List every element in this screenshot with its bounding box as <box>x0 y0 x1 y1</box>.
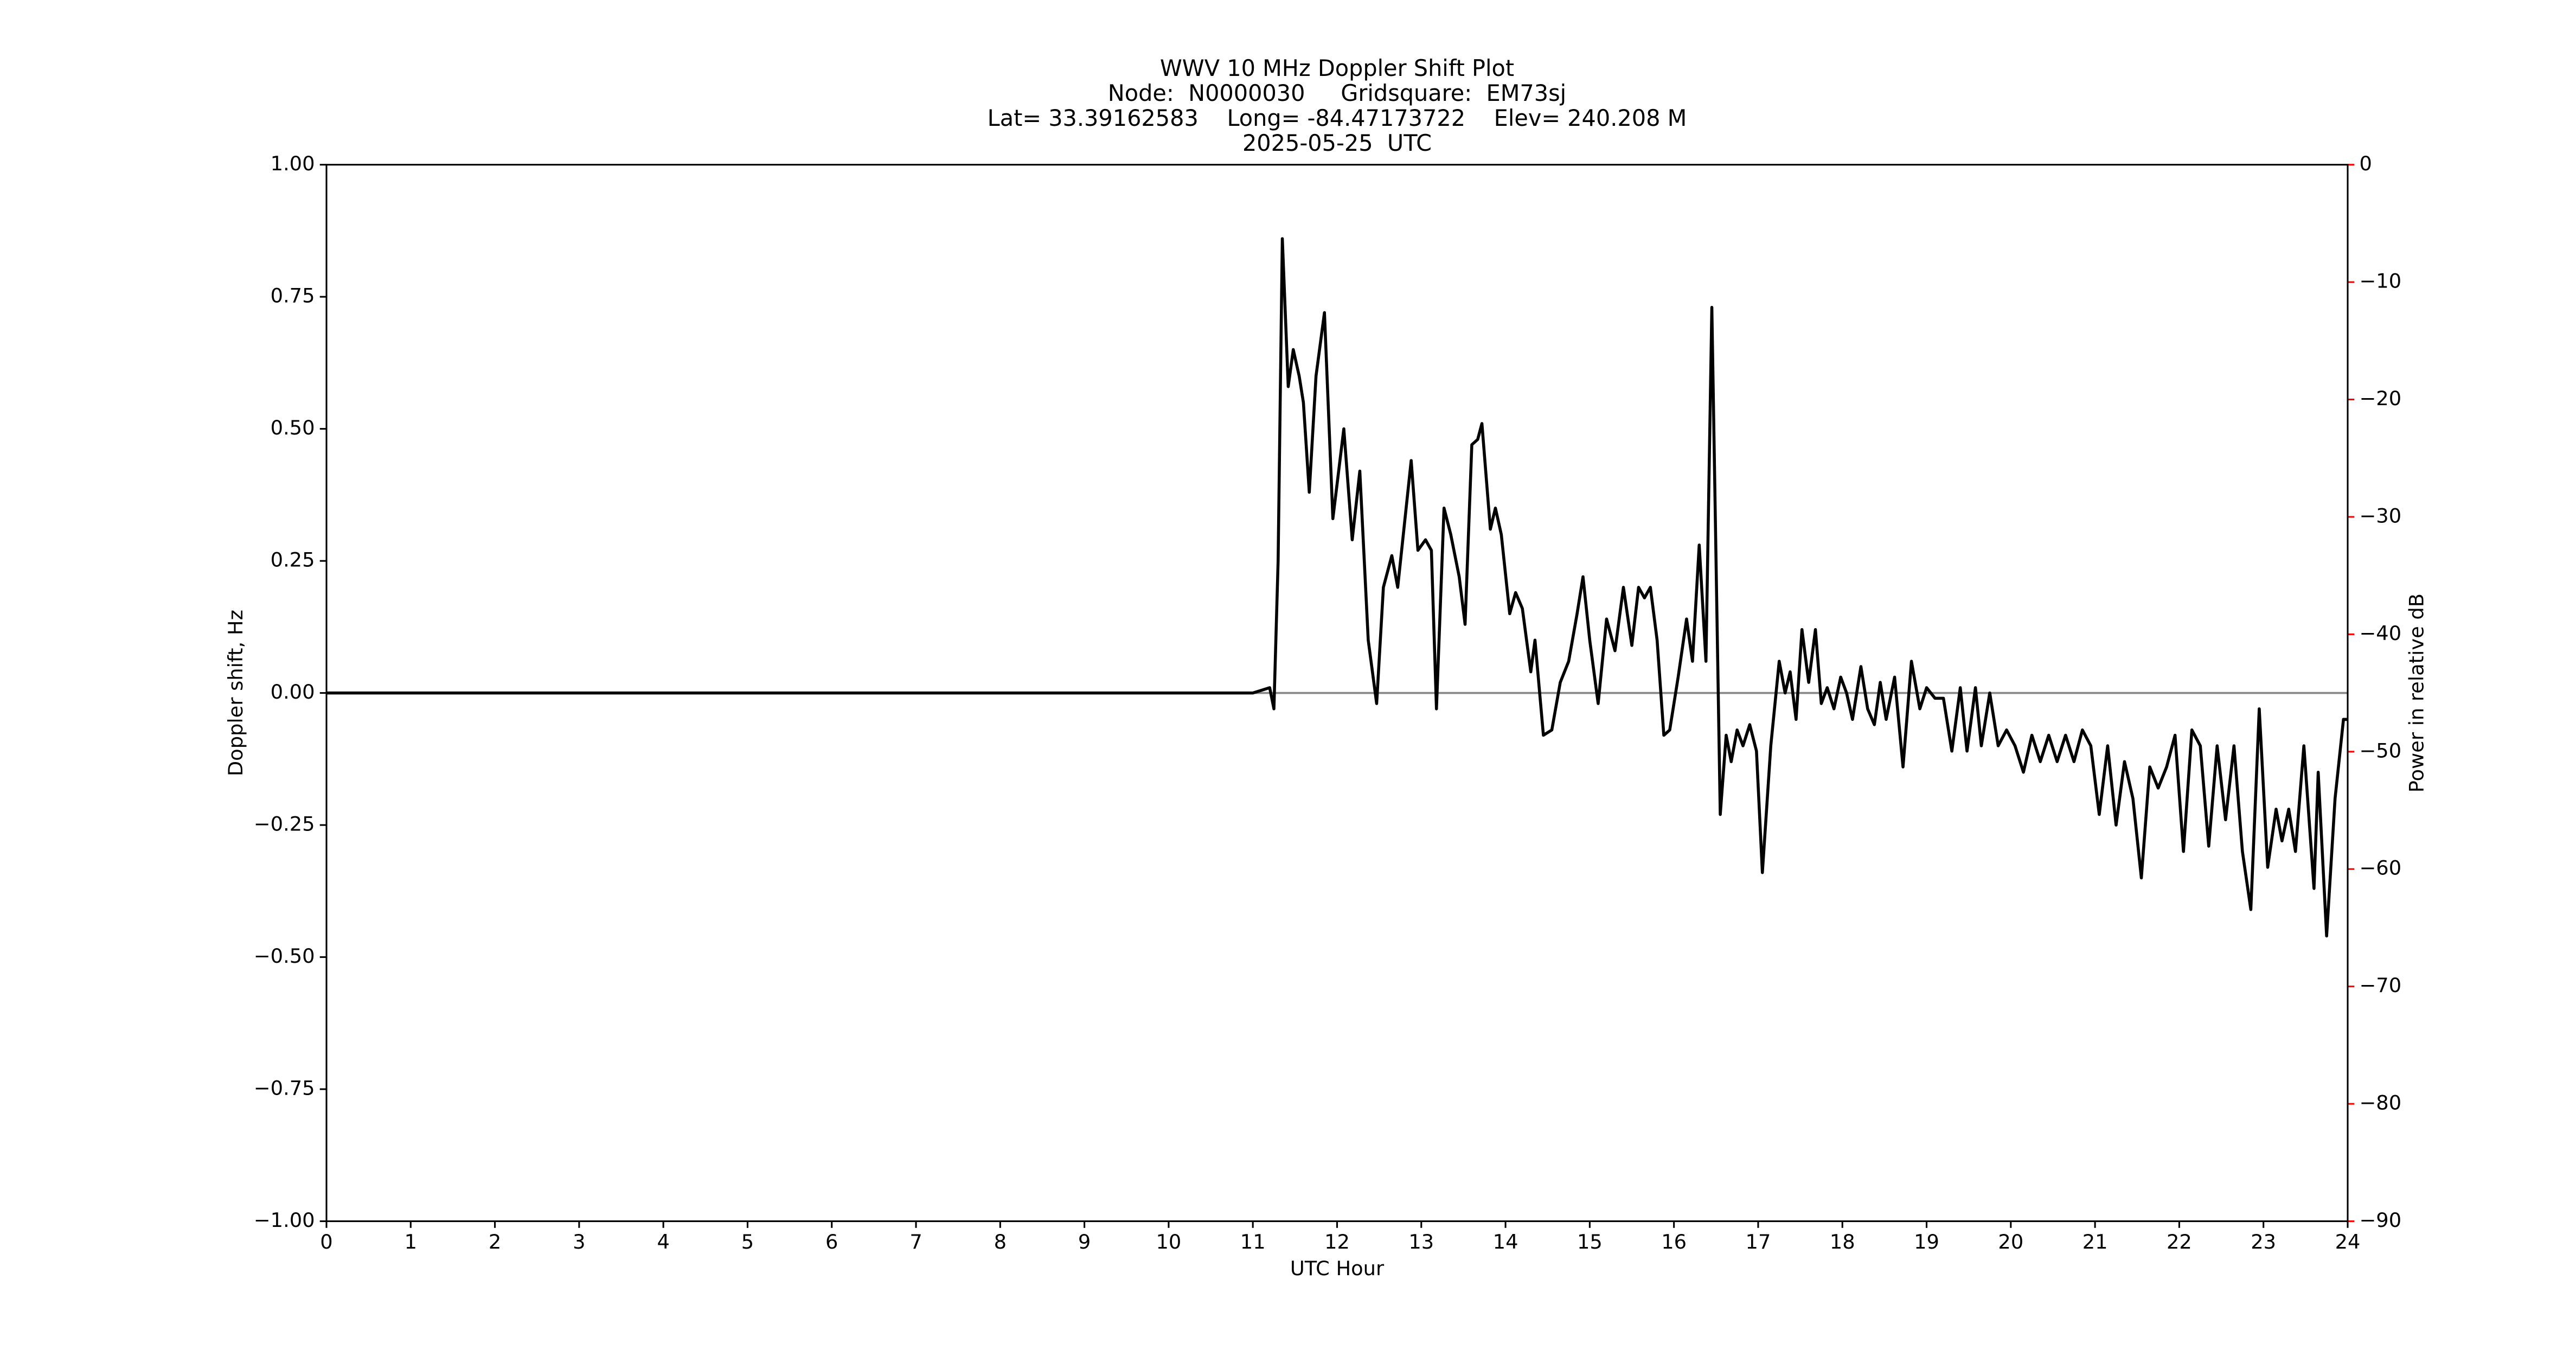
x-tick-label: 24 <box>2335 1230 2361 1253</box>
chart-title: Lat= 33.39162583 Long= -84.47173722 Elev… <box>988 105 1687 131</box>
x-tick-label: 17 <box>1746 1230 1771 1253</box>
x-tick-label: 10 <box>1156 1230 1181 1253</box>
y-tick-label: 0.50 <box>271 416 315 439</box>
x-tick-label: 14 <box>1493 1230 1518 1253</box>
x-tick-label: 9 <box>1078 1230 1091 1253</box>
x-tick-label: 6 <box>825 1230 838 1253</box>
y2-tick-label: −60 <box>2359 856 2401 880</box>
x-tick-label: 7 <box>909 1230 922 1253</box>
y-tick-label: 1.00 <box>271 152 315 175</box>
x-tick-label: 2 <box>489 1230 501 1253</box>
x-tick-label: 5 <box>741 1230 754 1253</box>
x-tick-label: 23 <box>2251 1230 2276 1253</box>
plot-frame <box>325 164 2349 1223</box>
x-tick-label: 13 <box>1408 1230 1434 1253</box>
data-line <box>326 237 2348 938</box>
x-tick-label: 0 <box>320 1230 332 1253</box>
chart-title: Node: N0000030 Gridsquare: EM73sj <box>1108 80 1566 106</box>
x-tick-label: 15 <box>1577 1230 1603 1253</box>
y2-tick-label: −10 <box>2359 270 2401 293</box>
y-tick-label: −0.75 <box>254 1077 315 1100</box>
chart-title: 2025-05-25 UTC <box>1242 130 1432 156</box>
x-tick-label: 16 <box>1661 1230 1687 1253</box>
x-tick-label: 22 <box>2167 1230 2192 1253</box>
x-tick-label: 3 <box>573 1230 585 1253</box>
y2-tick-label: −40 <box>2359 622 2401 645</box>
y-tick-label: −0.25 <box>254 813 315 836</box>
x-tick-label: 20 <box>1998 1230 2023 1253</box>
x-tick-label: 19 <box>1914 1230 1939 1253</box>
y2-tick-label: 0 <box>2359 152 2372 175</box>
x-tick-label: 11 <box>1240 1230 1266 1253</box>
y-tick-label: 0.00 <box>271 680 315 703</box>
y2-tick-label: −90 <box>2359 1208 2401 1232</box>
y2-axis-label: Power in relative dB <box>2405 593 2428 792</box>
y-tick-label: −0.50 <box>254 944 315 968</box>
x-tick-label: 18 <box>1830 1230 1855 1253</box>
x-tick-label: 12 <box>1324 1230 1350 1253</box>
y-tick-label: 0.25 <box>271 548 315 572</box>
y2-tick-label: −20 <box>2359 387 2401 410</box>
chart-title: WWV 10 MHz Doppler Shift Plot <box>1160 55 1514 81</box>
y2-tick-label: −50 <box>2359 739 2401 762</box>
x-tick-label: 8 <box>994 1230 1007 1253</box>
x-tick-label: 1 <box>405 1230 417 1253</box>
y2-tick-label: −70 <box>2359 974 2401 997</box>
y-axis-label: Doppler shift, Hz <box>224 610 247 776</box>
x-tick-label: 21 <box>2082 1230 2108 1253</box>
y-tick-label: 0.75 <box>271 284 315 308</box>
x-axis-label: UTC Hour <box>1290 1257 1385 1280</box>
y2-tick-label: −80 <box>2359 1091 2401 1115</box>
y2-tick-label: −30 <box>2359 504 2401 527</box>
x-tick-label: 4 <box>657 1230 669 1253</box>
y-tick-label: −1.00 <box>254 1208 315 1232</box>
